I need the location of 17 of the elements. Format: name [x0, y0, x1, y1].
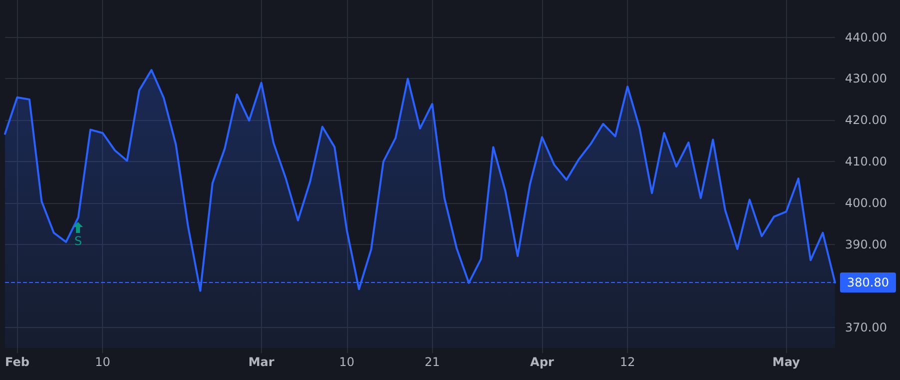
- y-tick-label: 400.00: [845, 196, 887, 210]
- y-tick-label: 440.00: [845, 30, 887, 44]
- annotation: S: [73, 234, 84, 248]
- y-tick-label: 410.00: [845, 154, 887, 169]
- x-tick-label: Mar: [248, 355, 274, 369]
- y-tick-label: 390.00: [845, 237, 887, 252]
- x-tick-label: Feb: [4, 355, 30, 369]
- ref-line-label: 380.80: [847, 276, 889, 290]
- x-tick-label: 10: [95, 355, 110, 369]
- x-tick-label: 10: [339, 355, 354, 369]
- x-tick-label: Apr: [530, 355, 554, 369]
- y-tick-label: 370.00: [845, 320, 887, 334]
- y-tick-label: 420.00: [845, 113, 887, 128]
- x-tick-label: 21: [424, 355, 440, 369]
- y-tick-label: 430.00: [845, 72, 887, 86]
- x-tick-label: May: [772, 355, 800, 369]
- x-tick-label: 12: [620, 355, 636, 369]
